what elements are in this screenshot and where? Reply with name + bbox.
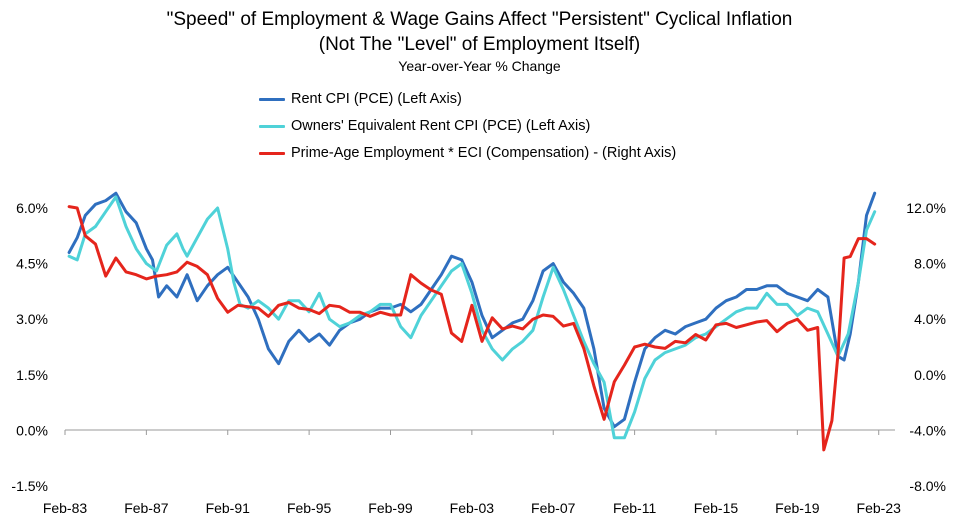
chart-subtitle: (Not The "Level" of Employment Itself): [318, 34, 641, 55]
x-tick-label: Feb-03: [450, 500, 495, 516]
x-tick-label: Feb-11: [613, 500, 657, 516]
x-tick-label: Feb-87: [124, 500, 169, 516]
x-tick-label: Feb-07: [531, 500, 576, 516]
legend-entry-oer-cpi: Owners' Equivalent Rent CPI (PCE) (Left …: [259, 116, 590, 136]
x-tick-label: Feb-91: [206, 500, 251, 516]
legend-label-employment-eci: Prime-Age Employment * ECI (Compensation…: [291, 145, 677, 161]
left-axis-tick-label: 6.0%: [16, 200, 48, 216]
left-axis-tick-label: 0.0%: [16, 422, 48, 438]
x-tick-label: Feb-15: [694, 500, 739, 516]
left-axis-tick-label: -1.5%: [11, 478, 48, 494]
legend-entry-employment-eci: Prime-Age Employment * ECI (Compensation…: [259, 143, 676, 163]
x-tick-label: Feb-83: [43, 500, 88, 516]
legend-entry-rent-cpi: Rent CPI (PCE) (Left Axis): [259, 89, 462, 109]
right-axis-tick-label: -4.0%: [909, 422, 946, 438]
legend-label-oer-cpi: Owners' Equivalent Rent CPI (PCE) (Left …: [291, 118, 591, 134]
x-tick-label: Feb-99: [368, 500, 413, 516]
chart-note: Year-over-Year % Change: [398, 58, 561, 74]
legend-swatch-employment-eci: [259, 151, 285, 155]
chart-series-lines: [67, 191, 877, 452]
left-axis-tick-label: 3.0%: [16, 311, 48, 327]
left-axis-tick-label: 4.5%: [16, 256, 48, 272]
right-axis-tick-label: -8.0%: [909, 478, 946, 494]
right-axis-tick-label: 12.0%: [906, 200, 946, 216]
series-line-employment-eci: [67, 205, 877, 452]
chart-axes: Feb-83 Feb-87 Feb-91 Feb-95 Feb-99 Feb-03 Feb-…: [11, 200, 946, 516]
chart-title: "Speed" of Employment & Wage Gains Affec…: [166, 9, 793, 30]
legend-label-rent-cpi: Rent CPI (PCE) (Left Axis): [291, 91, 462, 107]
right-axis-tick-label: 4.0%: [914, 311, 946, 327]
left-axis-tick-label: 1.5%: [16, 367, 48, 383]
legend-swatch-oer-cpi: [259, 124, 285, 128]
x-tick-label: Feb-23: [857, 500, 902, 516]
series-line-oer-cpi: [67, 195, 877, 440]
x-tick-label: Feb-19: [775, 500, 820, 516]
right-axis-tick-label: 0.0%: [914, 367, 946, 383]
x-tick-label: Feb-95: [287, 500, 332, 516]
legend-swatch-rent-cpi: [259, 97, 285, 101]
series-line-rent-cpi: [67, 191, 877, 429]
right-axis-tick-label: 8.0%: [914, 256, 946, 272]
